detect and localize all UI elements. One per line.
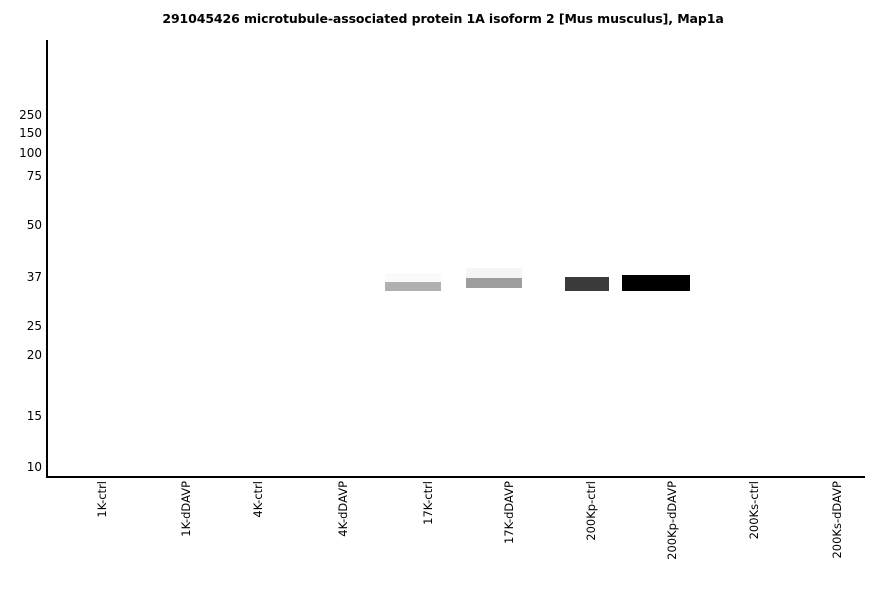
x-axis-tick: 1K-dDAVP <box>179 481 196 591</box>
x-axis-tick: 4K-dDAVP <box>336 481 353 591</box>
x-axis-tick: 200Kp-dDAVP <box>665 481 682 591</box>
gel-band <box>466 268 522 278</box>
x-axis-tick: 17K-ctrl <box>421 481 438 591</box>
gel-band <box>622 275 690 291</box>
y-axis-tick: 100 <box>0 147 42 159</box>
x-axis-tick-label: 200Kp-dDAVP <box>665 481 679 560</box>
gel-lane <box>385 40 441 476</box>
x-axis-tick: 200Kp-ctrl <box>584 481 601 591</box>
gel-lane <box>178 40 246 476</box>
x-axis-tick: 200Ks-ctrl <box>747 481 764 591</box>
y-axis-tick-label: 15 <box>26 409 42 423</box>
y-axis-tick-label: 75 <box>26 169 42 183</box>
gel-lane <box>622 40 690 476</box>
y-axis-line <box>46 40 48 478</box>
y-axis-tick-label: 10 <box>26 460 42 474</box>
x-axis-tick: 4K-ctrl <box>251 481 268 591</box>
y-axis-tick: 25 <box>0 320 42 332</box>
gel-lane <box>260 40 328 476</box>
gel-band <box>385 273 441 282</box>
x-axis-tick-label: 4K-ctrl <box>251 481 265 518</box>
y-axis-tick: 37 <box>0 271 42 283</box>
y-axis-tick-label: 150 <box>19 126 42 140</box>
y-axis-tick: 15 <box>0 410 42 422</box>
y-axis-tick: 10 <box>0 461 42 473</box>
x-axis-tick: 17K-dDAVP <box>502 481 519 591</box>
x-axis-tick-label: 1K-dDAVP <box>179 481 193 537</box>
y-axis-tick-label: 37 <box>26 270 42 284</box>
x-axis-tick-label: 200Ks-dDAVP <box>830 481 844 559</box>
gel-band <box>565 277 609 291</box>
y-axis-tick-label: 25 <box>26 319 42 333</box>
gel-lane <box>738 40 806 476</box>
gel-lane <box>818 40 886 476</box>
x-axis-tick: 1K-ctrl <box>95 481 112 591</box>
page-title: 291045426 microtubule-associated protein… <box>162 11 724 26</box>
gel-lane <box>565 40 609 476</box>
x-axis-tick-label: 17K-ctrl <box>421 481 435 525</box>
gel-lane <box>466 40 522 476</box>
y-axis-tick-label: 20 <box>26 348 42 362</box>
x-axis-tick-label: 17K-dDAVP <box>502 481 516 545</box>
x-axis-tick-label: 200Kp-ctrl <box>584 481 598 541</box>
gel-band <box>385 282 441 291</box>
gel-plot-area <box>48 40 865 476</box>
x-axis-tick-label: 200Ks-ctrl <box>747 481 761 540</box>
y-axis-tick-label: 50 <box>26 218 42 232</box>
x-axis-tick: 200Ks-dDAVP <box>830 481 847 591</box>
gel-lane <box>98 40 166 476</box>
y-axis-tick: 20 <box>0 349 42 361</box>
y-axis-tick: 75 <box>0 170 42 182</box>
y-axis-tick-label: 250 <box>19 108 42 122</box>
y-axis-tick: 250 <box>0 109 42 121</box>
y-axis-tick-label: 100 <box>19 146 42 160</box>
gel-band <box>466 278 522 288</box>
y-axis-tick: 50 <box>0 219 42 231</box>
y-axis-tick: 150 <box>0 127 42 139</box>
x-axis-tick-label: 1K-ctrl <box>95 481 109 518</box>
x-axis-line <box>46 476 865 478</box>
x-axis-tick-label: 4K-dDAVP <box>336 481 350 537</box>
